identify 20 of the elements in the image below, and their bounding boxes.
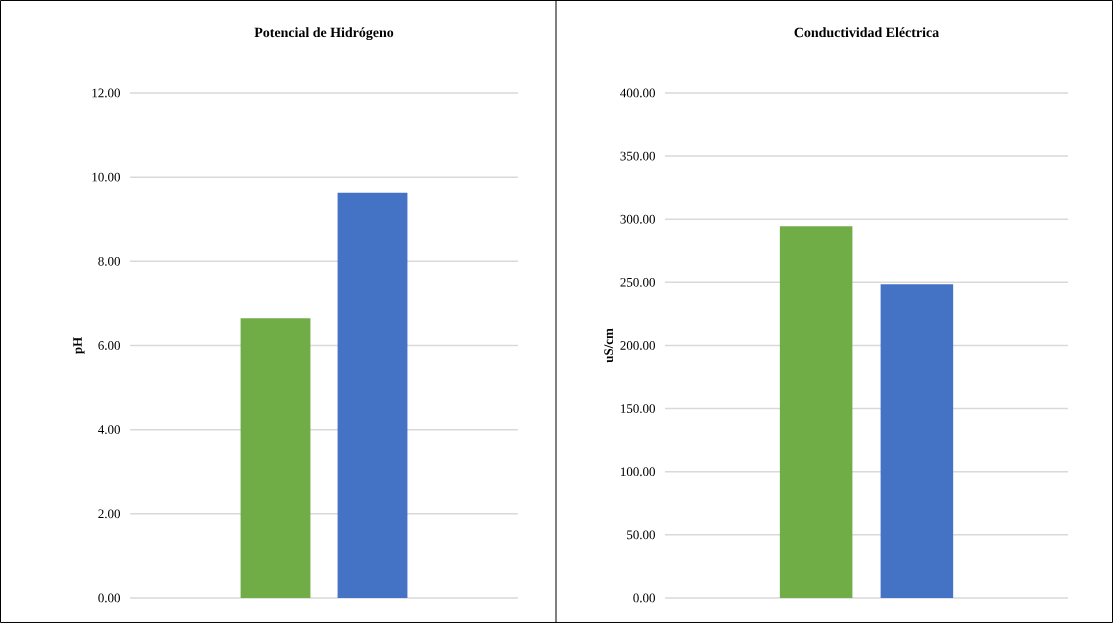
chart-title: Potencial de Hidrógeno xyxy=(254,27,394,41)
y-tick-label: 4.00 xyxy=(98,425,120,435)
y-tick-label: 200.00 xyxy=(620,341,655,350)
y-tick-label: 2.00 xyxy=(98,509,120,519)
y-tick-label: 400.00 xyxy=(620,88,655,98)
y-tick-label: 300.00 xyxy=(620,214,655,224)
y-tick-label: 6.00 xyxy=(98,341,120,350)
y-tick-label: 150.00 xyxy=(621,404,655,414)
y-tick-label: 0.00 xyxy=(98,593,120,603)
y-tick-label: 100.00 xyxy=(621,467,655,477)
y-tick-label: 12.00 xyxy=(92,88,120,98)
y-tick-label: 8.00 xyxy=(98,256,120,266)
y-tick-label: 10.00 xyxy=(92,172,120,182)
y-axis-title: uS/cm xyxy=(604,328,614,363)
chart-title: Conductividad Eléctrica xyxy=(794,27,939,38)
y-tick-label: 50.00 xyxy=(627,530,655,540)
y-tick-label: 350.00 xyxy=(620,151,655,161)
y-tick-label: 0.00 xyxy=(633,593,655,603)
y-tick-label: 250.00 xyxy=(620,277,655,287)
y-axis-title: pH xyxy=(73,337,85,354)
